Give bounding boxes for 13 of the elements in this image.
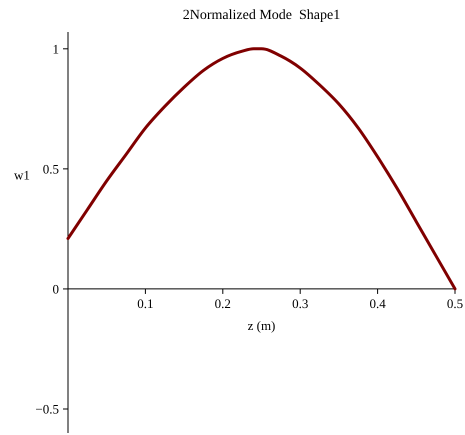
y-tick-label: 1 <box>52 41 59 56</box>
chart-title: 2Normalized Mode Shape1 <box>182 8 340 23</box>
y-axis-title: w1 <box>14 167 30 182</box>
x-tick-label: 0.4 <box>369 296 386 311</box>
y-tick-label: −0.5 <box>35 401 59 416</box>
x-tick-label: 0.3 <box>292 296 308 311</box>
x-axis-title: z (m) <box>248 318 276 333</box>
y-tick-label: 0 <box>52 281 59 296</box>
x-tick-label: 0.2 <box>214 296 231 311</box>
x-tick-label: 0.5 <box>446 296 464 311</box>
x-tick-label: 0.1 <box>137 296 154 311</box>
line-series <box>66 47 456 290</box>
y-tick-label: 0.5 <box>42 161 59 176</box>
